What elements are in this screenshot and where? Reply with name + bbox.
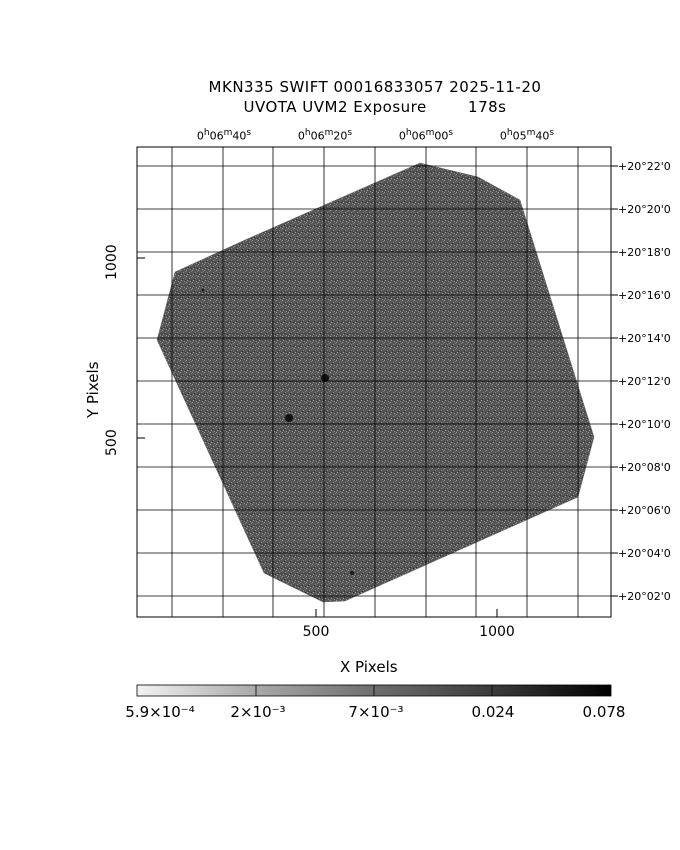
ra-tick-label: 0h06m00s <box>398 128 454 143</box>
dec-tick-label: +20°18'0 <box>618 246 671 259</box>
colorbar-label: 2×10⁻³ <box>230 703 286 721</box>
faint-source <box>350 571 354 575</box>
colorbar-label: 0.078 <box>582 703 626 721</box>
exposure-field <box>156 162 595 603</box>
axis-ticks <box>137 165 618 617</box>
plot-subtitle: UVOTA UVM2 Exposure 178s <box>0 98 680 116</box>
dec-tick-label: +20°20'0 <box>618 203 671 216</box>
dec-tick-label: +20°16'0 <box>618 289 671 302</box>
bright-source <box>321 374 329 382</box>
y-tick-label: 1000 <box>104 244 120 280</box>
filter-label: UVOTA UVM2 Exposure <box>243 98 427 116</box>
dec-tick-label: +20°10'0 <box>618 418 671 431</box>
dec-tick-label: +20°06'0 <box>618 504 671 517</box>
dec-tick-label: +20°22'0 <box>618 160 671 173</box>
plot-title: MKN335 SWIFT 00016833057 2025-11-20 <box>208 78 542 96</box>
dec-tick-label: +20°02'0 <box>618 590 671 603</box>
colorbar-ticks <box>255 685 493 696</box>
dec-tick-label: +20°08'0 <box>618 461 671 474</box>
plot-frame <box>136 146 612 618</box>
colorbar-label: 0.024 <box>471 703 515 721</box>
ra-tick-label: 0h06m20s <box>297 128 353 143</box>
x-tick-label: 500 <box>302 624 330 640</box>
colorbar-label: 7×10⁻³ <box>348 703 404 721</box>
dec-tick-label: +20°04'0 <box>618 547 671 560</box>
coordinate-grid <box>137 147 611 617</box>
y-tick-label: 500 <box>104 429 120 456</box>
dec-tick-label: +20°12'0 <box>618 375 671 388</box>
faint-source <box>201 288 205 292</box>
y-axis-label: Y Pixels <box>84 361 102 418</box>
ra-tick-label: 0h06m40s <box>196 128 252 143</box>
dec-tick-label: +20°14'0 <box>618 332 671 345</box>
x-tick-label: 1000 <box>479 624 515 640</box>
ra-tick-label: 0h05m40s <box>499 128 555 143</box>
x-axis-label: X Pixels <box>340 658 398 676</box>
colorbar-label: 5.9×10⁻⁴ <box>125 703 195 721</box>
source <box>285 414 293 422</box>
exposure-time: 178s <box>468 98 507 116</box>
